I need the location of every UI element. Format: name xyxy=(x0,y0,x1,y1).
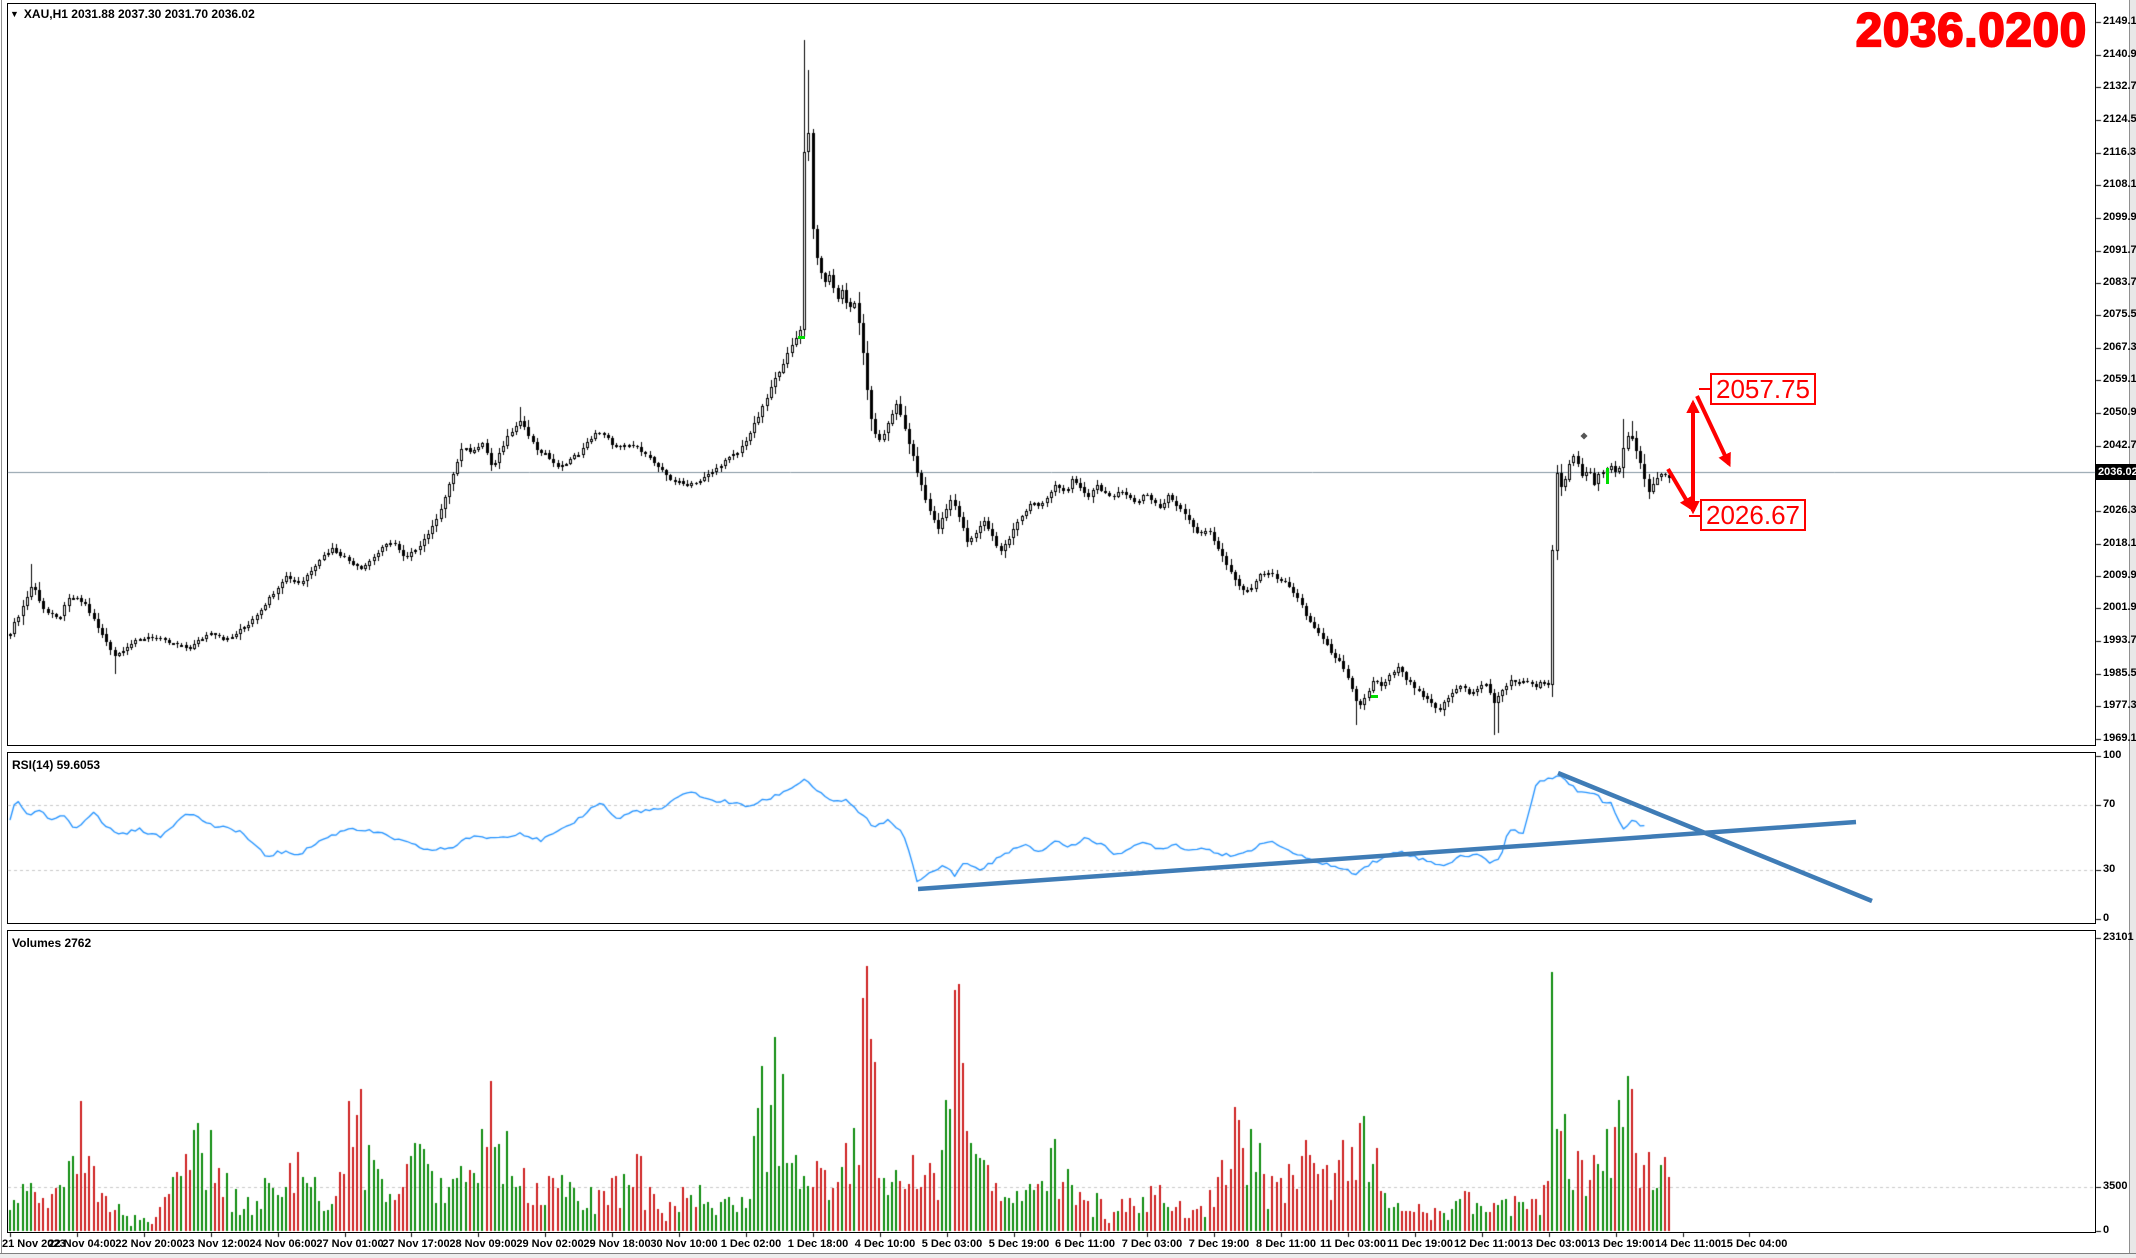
price-axis-label: 2009.90 xyxy=(2103,569,2136,581)
volume-indicator-label: Volumes 2762 xyxy=(12,936,92,950)
time-axis-label: 5 Dec 19:00 xyxy=(988,1238,1050,1250)
time-axis-label: 12 Dec 11:00 xyxy=(1453,1238,1521,1250)
price-axis-label: 2042.70 xyxy=(2103,439,2136,451)
window-right-frame[interactable] xyxy=(2129,0,2136,1258)
price-axis-label: 2067.30 xyxy=(2103,341,2136,353)
price-axis-label: 2091.70 xyxy=(2103,244,2136,256)
price-axis-label: 2050.90 xyxy=(2103,406,2136,418)
time-axis-label: 7 Dec 19:00 xyxy=(1188,1238,1250,1250)
current-price-display: 2036.0200 xyxy=(1855,2,2087,57)
symbol-ohlc-line: ▼ XAU,H1 2031.88 2037.30 2031.70 2036.02 xyxy=(10,7,255,21)
rsi-indicator-label: RSI(14) 59.6053 xyxy=(12,758,101,772)
price-axis-label: 2026.30 xyxy=(2103,504,2136,516)
price-axis-label: 2108.10 xyxy=(2103,178,2136,190)
time-axis-label: 1 Dec 18:00 xyxy=(787,1238,849,1250)
window-bottom-frame xyxy=(0,1253,2136,1258)
time-axis-label: 13 Dec 03:00 xyxy=(1520,1238,1588,1250)
rsi-axis-label: 30 xyxy=(2103,863,2116,875)
time-axis-label: 27 Nov 17:00 xyxy=(382,1238,450,1250)
time-axis-label: 13 Dec 19:00 xyxy=(1587,1238,1655,1250)
time-axis-label: 4 Dec 10:00 xyxy=(854,1238,916,1250)
price-axis-label: 2132.70 xyxy=(2103,80,2136,92)
volume-axis-label: 3500 xyxy=(2103,1180,2128,1192)
price-axis-label: 2083.70 xyxy=(2103,276,2136,288)
symbol-ohlc-text: XAU,H1 2031.88 2037.30 2031.70 2036.02 xyxy=(23,7,255,21)
current-price-axis-tag: 2036.02 xyxy=(2096,464,2136,480)
price-axis-label: 2018.10 xyxy=(2103,537,2136,549)
time-axis-label: 27 Nov 01:00 xyxy=(316,1238,384,1250)
time-axis-label: 6 Dec 11:00 xyxy=(1055,1238,1115,1250)
price-axis-label: 2059.10 xyxy=(2103,373,2136,385)
price-axis-label: 2099.90 xyxy=(2103,211,2136,223)
time-axis-label: 30 Nov 10:00 xyxy=(650,1238,718,1250)
volume-axis-label: 23101 xyxy=(2103,931,2134,943)
time-axis-label: 1 Dec 02:00 xyxy=(720,1238,782,1250)
target-price-label-high[interactable]: 2057.75 xyxy=(1710,373,1816,405)
rsi-axis-label: 100 xyxy=(2103,749,2122,761)
target-price-label-low[interactable]: 2026.67 xyxy=(1700,499,1806,531)
price-axis-label: 2149.10 xyxy=(2103,15,2136,27)
time-axis-label: 11 Dec 19:00 xyxy=(1386,1238,1454,1250)
rsi-axis-label: 70 xyxy=(2103,798,2116,810)
price-axis-label: 1993.70 xyxy=(2103,634,2136,646)
symbol-dropdown-icon[interactable]: ▼ xyxy=(10,9,19,19)
price-axis-label: 2140.90 xyxy=(2103,48,2136,60)
time-axis-label: 14 Dec 11:00 xyxy=(1654,1238,1722,1250)
price-axis-label: 2075.50 xyxy=(2103,308,2136,320)
price-axis-label: 2001.90 xyxy=(2103,601,2136,613)
time-axis-label: 23 Nov 12:00 xyxy=(182,1238,250,1250)
price-axis-label: 1977.30 xyxy=(2103,699,2136,711)
time-axis-label: 5 Dec 03:00 xyxy=(921,1238,983,1250)
price-axis-label: 1985.50 xyxy=(2103,667,2136,679)
time-axis-label: 29 Nov 18:00 xyxy=(583,1238,651,1250)
rsi-axis-label: 0 xyxy=(2103,912,2110,924)
price-axis-label: 2116.30 xyxy=(2103,146,2136,158)
time-axis-label: 24 Nov 06:00 xyxy=(249,1238,317,1250)
time-axis-label: 21 Nov 2023 xyxy=(2,1238,66,1250)
price-axis-label: 1969.10 xyxy=(2103,732,2136,744)
volume-axis-label: 0 xyxy=(2103,1224,2110,1236)
price-axis-label: 2124.50 xyxy=(2103,113,2136,125)
time-axis-label: 28 Nov 09:00 xyxy=(449,1238,517,1250)
time-axis-label: 7 Dec 03:00 xyxy=(1121,1238,1183,1250)
time-axis-label: 29 Nov 02:00 xyxy=(516,1238,584,1250)
time-axis-label: 8 Dec 11:00 xyxy=(1256,1238,1316,1250)
time-axis-label: 15 Dec 04:00 xyxy=(1720,1238,1788,1250)
time-axis-label: 22 Nov 04:00 xyxy=(48,1238,116,1250)
time-axis-label: 11 Dec 03:00 xyxy=(1319,1238,1387,1250)
window-left-frame xyxy=(1,0,2,1258)
time-axis-label: 22 Nov 20:00 xyxy=(115,1238,183,1250)
